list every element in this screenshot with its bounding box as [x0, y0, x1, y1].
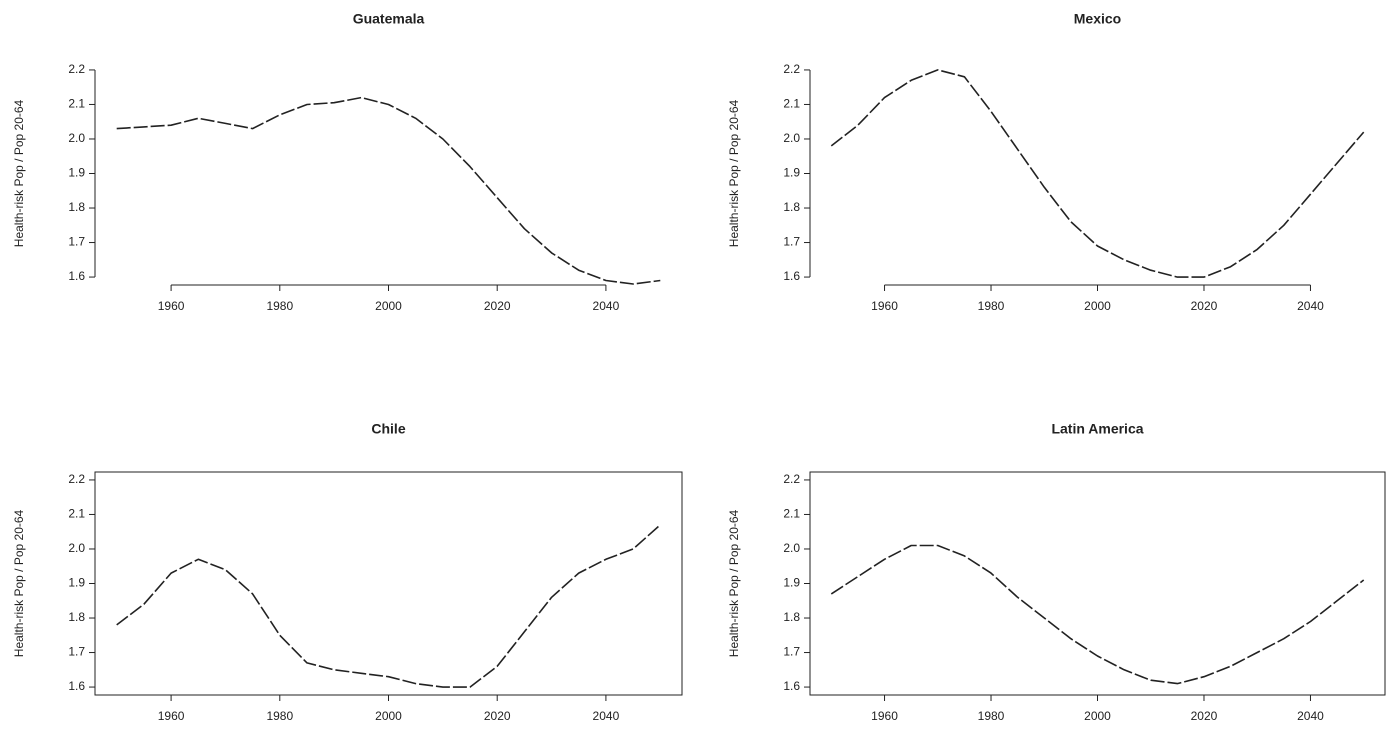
- y-tick-label: 2.2: [68, 472, 85, 486]
- y-tick-label: 1.8: [68, 200, 85, 214]
- y-tick-label: 1.8: [783, 610, 800, 624]
- y-tick-label: 2.2: [783, 62, 800, 76]
- y-axis-label: Health-risk Pop / Pop 20-64: [727, 99, 741, 247]
- y-tick-label: 1.8: [783, 200, 800, 214]
- x-tick-label: 2020: [484, 709, 511, 723]
- chart-title: Latin America: [1051, 421, 1143, 437]
- x-tick-label: 2000: [1084, 299, 1111, 313]
- y-tick-label: 2.0: [783, 541, 800, 555]
- x-tick-label: 1960: [871, 709, 898, 723]
- x-tick-label: 2000: [1084, 709, 1111, 723]
- x-tick-label: 2020: [1191, 709, 1218, 723]
- y-axis-label: Health-risk Pop / Pop 20-64: [727, 509, 741, 657]
- x-tick-label: 1960: [158, 299, 185, 313]
- y-tick-label: 1.6: [783, 679, 800, 693]
- y-tick-label: 2.2: [68, 62, 85, 76]
- y-axis-label: Health-risk Pop / Pop 20-64: [12, 99, 26, 247]
- x-tick-label: 1960: [158, 709, 185, 723]
- x-tick-label: 2040: [593, 709, 620, 723]
- y-tick-label: 1.7: [783, 645, 800, 659]
- data-line: [116, 96, 661, 285]
- y-tick-label: 1.7: [68, 645, 85, 659]
- x-tick-label: 1980: [266, 299, 293, 313]
- x-tick-label: 2020: [1191, 299, 1218, 313]
- x-tick-label: 1980: [978, 709, 1005, 723]
- y-axis-label: Health-risk Pop / Pop 20-64: [12, 509, 26, 657]
- data-line: [830, 69, 1365, 278]
- x-tick-label: 1980: [266, 709, 293, 723]
- y-tick-label: 2.1: [783, 97, 800, 111]
- y-tick-label: 2.0: [68, 541, 85, 555]
- x-tick-label: 1980: [978, 299, 1005, 313]
- y-tick-label: 2.0: [68, 131, 85, 145]
- x-tick-label: 2040: [1297, 709, 1324, 723]
- y-tick-label: 2.1: [68, 97, 85, 111]
- x-tick-label: 2000: [375, 709, 402, 723]
- plot-box: [94, 471, 683, 696]
- y-tick-label: 1.7: [68, 235, 85, 249]
- y-tick-label: 1.7: [783, 235, 800, 249]
- x-tick-label: 2040: [593, 299, 620, 313]
- y-tick-label: 1.9: [783, 166, 800, 180]
- y-tick-label: 1.9: [68, 166, 85, 180]
- y-tick-label: 2.0: [783, 131, 800, 145]
- y-tick-label: 1.6: [68, 269, 85, 283]
- data-line: [116, 524, 661, 688]
- x-tick-label: 2020: [484, 299, 511, 313]
- chart-title: Chile: [371, 421, 405, 437]
- chart-title: Mexico: [1074, 11, 1121, 27]
- y-tick-label: 2.1: [783, 507, 800, 521]
- x-tick-label: 1960: [871, 299, 898, 313]
- data-line: [830, 544, 1365, 685]
- y-tick-label: 2.2: [783, 472, 800, 486]
- y-tick-label: 1.9: [68, 576, 85, 590]
- y-tick-label: 1.6: [68, 679, 85, 693]
- y-tick-label: 1.8: [68, 610, 85, 624]
- plot-box: [809, 471, 1386, 696]
- y-tick-label: 2.1: [68, 507, 85, 521]
- chart-title: Guatemala: [353, 11, 425, 27]
- y-tick-label: 1.6: [783, 269, 800, 283]
- x-tick-label: 2040: [1297, 299, 1324, 313]
- y-tick-label: 1.9: [783, 576, 800, 590]
- x-tick-label: 2000: [375, 299, 402, 313]
